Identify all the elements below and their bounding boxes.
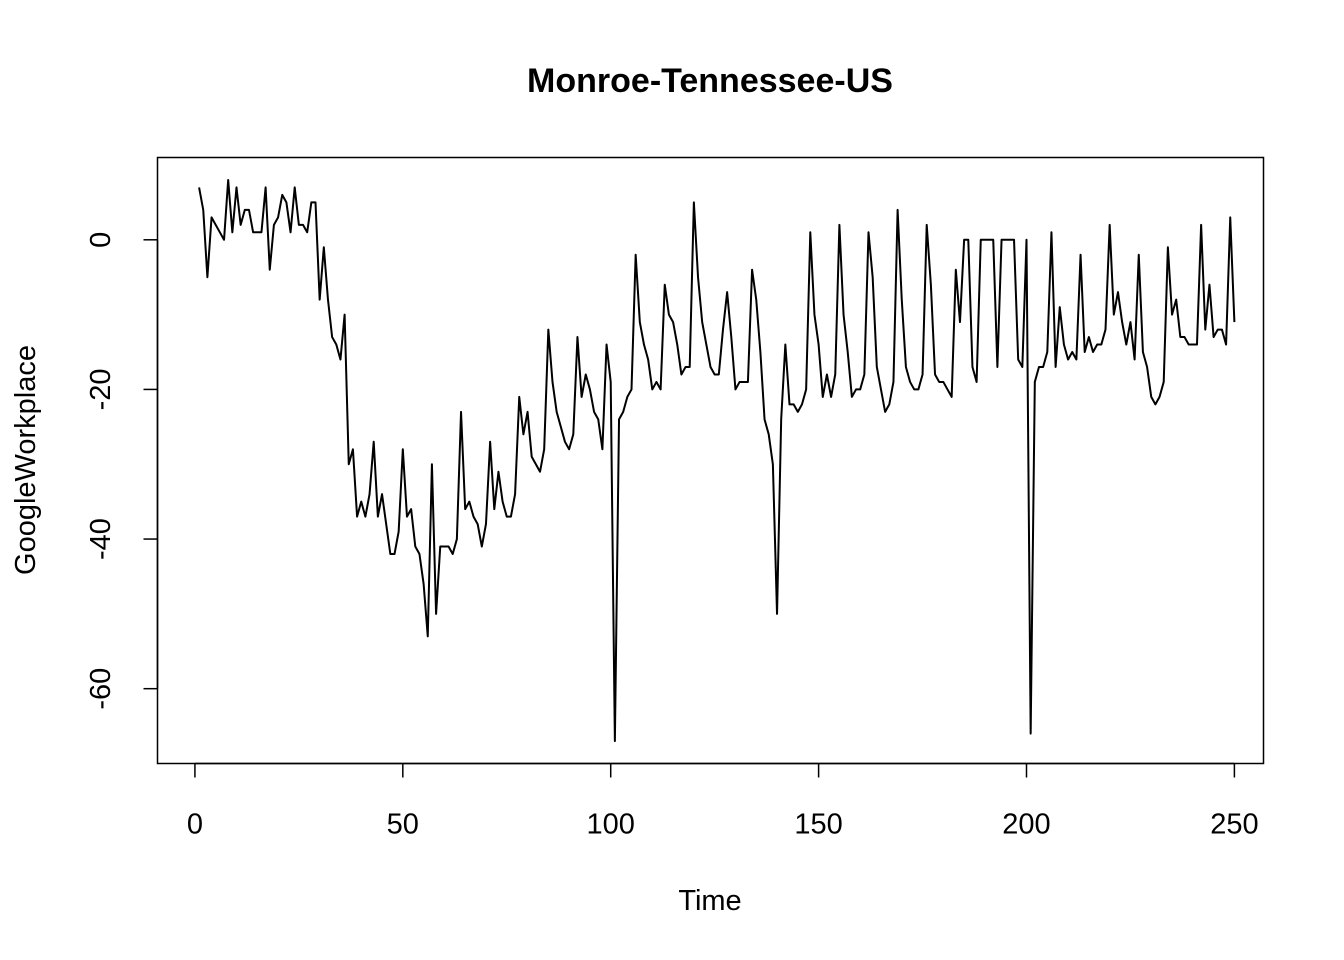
x-axis: 0 50 100 150 200 250 xyxy=(187,762,1259,841)
x-tick-label: 250 xyxy=(1210,809,1258,841)
chart-title: Monroe-Tennessee-US xyxy=(527,62,893,100)
x-tick-label: 50 xyxy=(387,809,419,841)
y-tick-label: -40 xyxy=(85,518,117,560)
x-tick-label: 100 xyxy=(587,809,635,841)
y-tick-label: -20 xyxy=(85,368,117,410)
y-tick-label: -60 xyxy=(85,668,117,710)
y-tick-label: 0 xyxy=(85,232,117,248)
y-axis-label: GoogleWorkplace xyxy=(10,345,42,575)
x-tick-label: 150 xyxy=(794,809,842,841)
y-axis: 0 -20 -40 -60 xyxy=(85,232,159,710)
x-axis-label: Time xyxy=(678,885,741,917)
series-line xyxy=(198,178,1236,743)
x-tick-label: 0 xyxy=(187,809,203,841)
x-tick-label: 200 xyxy=(1002,809,1050,841)
